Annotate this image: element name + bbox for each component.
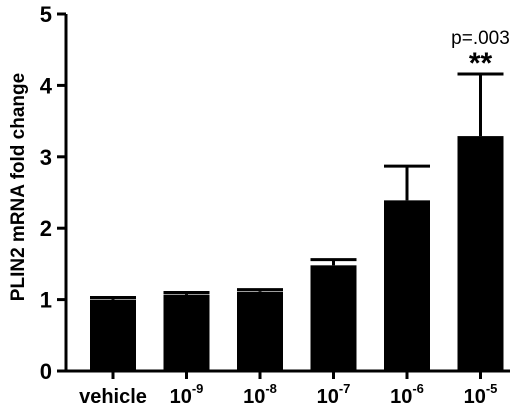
bars — [90, 72, 504, 371]
p-value-annotation: p=.003 — [451, 28, 510, 49]
x-tick-label: 10-9 — [170, 381, 204, 408]
bar — [457, 136, 504, 371]
y-axis-label: PLIN2 mRNA fold change — [8, 73, 29, 301]
y-tick-label: 4 — [40, 73, 53, 98]
x-tick-label: vehicle — [79, 386, 147, 408]
significance-stars: ** — [469, 47, 493, 80]
y-tick-label: 3 — [40, 145, 52, 170]
bar — [384, 200, 430, 371]
y-tick-label: 5 — [40, 2, 52, 27]
bar — [90, 299, 136, 371]
y-axis: 0 1 2 3 4 5 — [40, 2, 68, 384]
y-tick-label: 1 — [40, 288, 52, 313]
x-axis: vehicle 10-9 10-8 10-7 10-6 10-5 — [65, 369, 510, 408]
x-tick-label: 10-7 — [317, 381, 351, 408]
bar — [237, 291, 283, 371]
y-tick-label: 0 — [40, 359, 52, 384]
bar — [163, 294, 210, 371]
x-tick-label: 10-5 — [464, 381, 498, 408]
x-tick-label: 10-6 — [390, 381, 424, 408]
y-tick-label: 2 — [40, 216, 52, 241]
bar — [310, 265, 357, 371]
x-tick-label: 10-8 — [243, 381, 277, 408]
